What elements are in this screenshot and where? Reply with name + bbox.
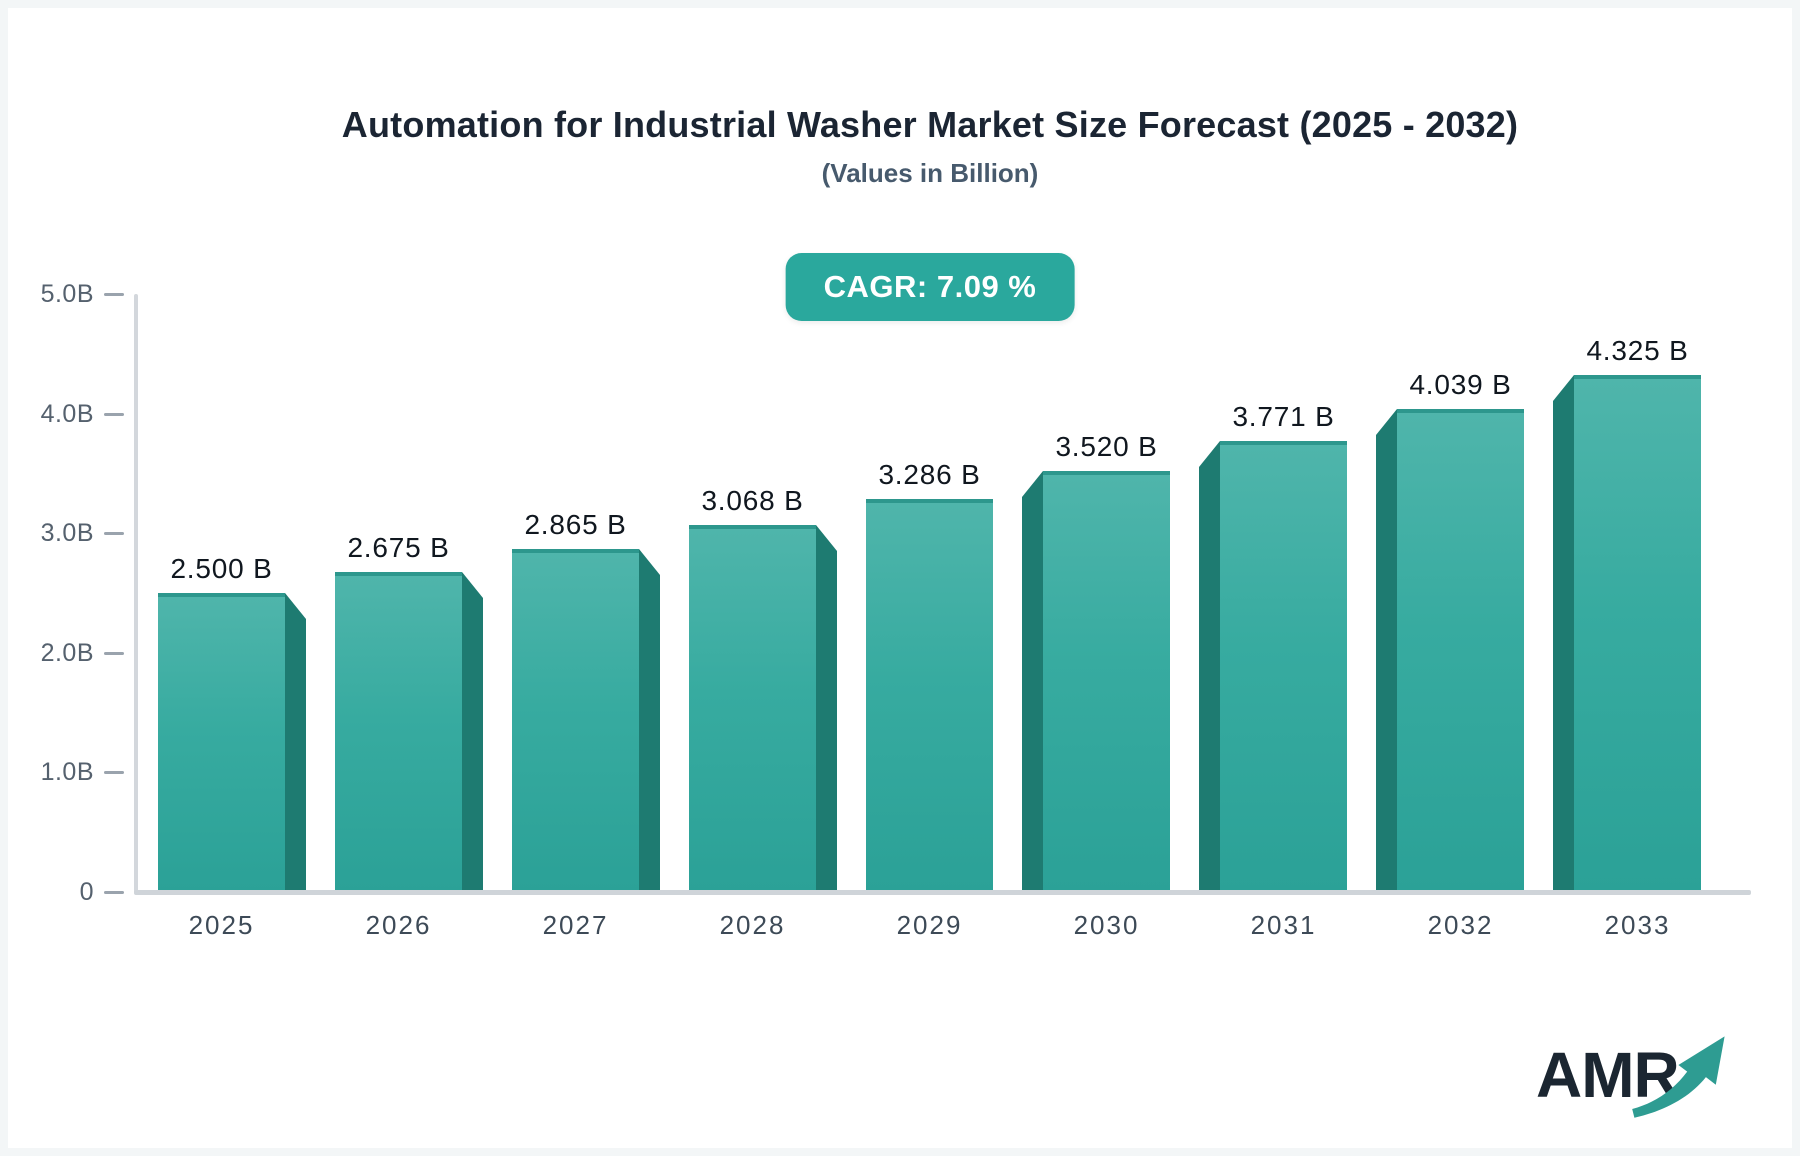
logo-arrow-icon xyxy=(1632,1036,1725,1118)
y-tick-dash xyxy=(104,651,124,655)
cagr-badge: CAGR: 7.09 % xyxy=(785,253,1075,321)
chart-title: Automation for Industrial Washer Market … xyxy=(341,104,1519,145)
y-tick-label-0: 0 xyxy=(79,878,94,906)
y-tick-dash xyxy=(104,293,124,296)
chart-subtitle: (Values in Billion) xyxy=(821,158,1039,188)
bar-side-right xyxy=(816,525,837,892)
bar-side-right xyxy=(462,572,483,892)
y-axis-line xyxy=(134,294,138,894)
bar-2033 xyxy=(1553,375,1701,892)
bar-side-left xyxy=(1199,441,1220,892)
x-label-2026: 2026 xyxy=(365,910,432,940)
bar-value-label: 3.520 B xyxy=(1055,431,1158,462)
y-tick-label-5.0B: 5.0B xyxy=(40,280,94,308)
bar-2026 xyxy=(335,572,483,892)
bar-value-label: 4.325 B xyxy=(1586,335,1689,366)
bar-face xyxy=(689,525,816,892)
bar-side-left xyxy=(1022,471,1043,892)
bar-value-label: 2.865 B xyxy=(524,509,627,540)
amr-logo: AMR xyxy=(1536,1036,1736,1128)
bar-side-right xyxy=(285,593,306,892)
bar-face xyxy=(866,499,993,892)
y-tick-label-4.0B: 4.0B xyxy=(40,399,94,428)
bar-face xyxy=(1397,409,1524,892)
x-label-2031: 2031 xyxy=(1250,910,1317,940)
bar-2029 xyxy=(866,499,993,892)
y-tick-label-2.0B: 2.0B xyxy=(40,638,94,667)
x-label-2025: 2025 xyxy=(188,910,255,940)
bar-value-label: 3.068 B xyxy=(701,485,804,516)
bar-value-label: 4.039 B xyxy=(1409,369,1512,400)
y-tick-label-1.0B: 1.0B xyxy=(40,758,94,787)
y-tick-label-3.0B: 3.0B xyxy=(40,519,94,548)
x-label-2030: 2030 xyxy=(1073,910,1140,940)
bar-2031 xyxy=(1199,441,1347,892)
logo-text: AMR xyxy=(1536,1039,1680,1111)
bar-face xyxy=(1220,441,1347,892)
bar-value-label: 3.771 B xyxy=(1232,401,1335,432)
bar-face xyxy=(1043,471,1170,892)
bar-2028 xyxy=(689,525,837,892)
chart-header: Automation for Industrial Washer Market … xyxy=(128,8,1732,338)
bar-2027 xyxy=(512,549,660,892)
y-tick-dash xyxy=(104,532,124,536)
chart-card: Automation for Industrial Washer Market … xyxy=(8,8,1792,1148)
bar-face xyxy=(512,549,639,892)
x-label-2027: 2027 xyxy=(542,910,609,940)
bar-side-left xyxy=(1376,409,1397,892)
bar-side-left xyxy=(1553,375,1574,892)
x-label-2028: 2028 xyxy=(719,910,786,940)
bar-value-label: 3.286 B xyxy=(878,459,981,490)
bar-face xyxy=(158,593,285,892)
x-label-2033: 2033 xyxy=(1604,910,1671,940)
x-label-2032: 2032 xyxy=(1427,910,1494,940)
bar-face xyxy=(1574,375,1701,892)
bar-2032 xyxy=(1376,409,1524,892)
y-tick-dash xyxy=(104,412,124,416)
bar-face xyxy=(335,572,462,892)
y-tick-dash xyxy=(104,891,124,894)
y-tick-dash xyxy=(104,771,124,775)
bar-2025 xyxy=(158,593,306,892)
bar-value-label: 2.675 B xyxy=(347,532,450,563)
bar-value-label: 2.500 B xyxy=(170,553,273,584)
bar-side-right xyxy=(639,549,660,892)
bar-2030 xyxy=(1022,471,1170,892)
x-axis-line xyxy=(134,890,1751,895)
x-label-2029: 2029 xyxy=(896,910,963,940)
